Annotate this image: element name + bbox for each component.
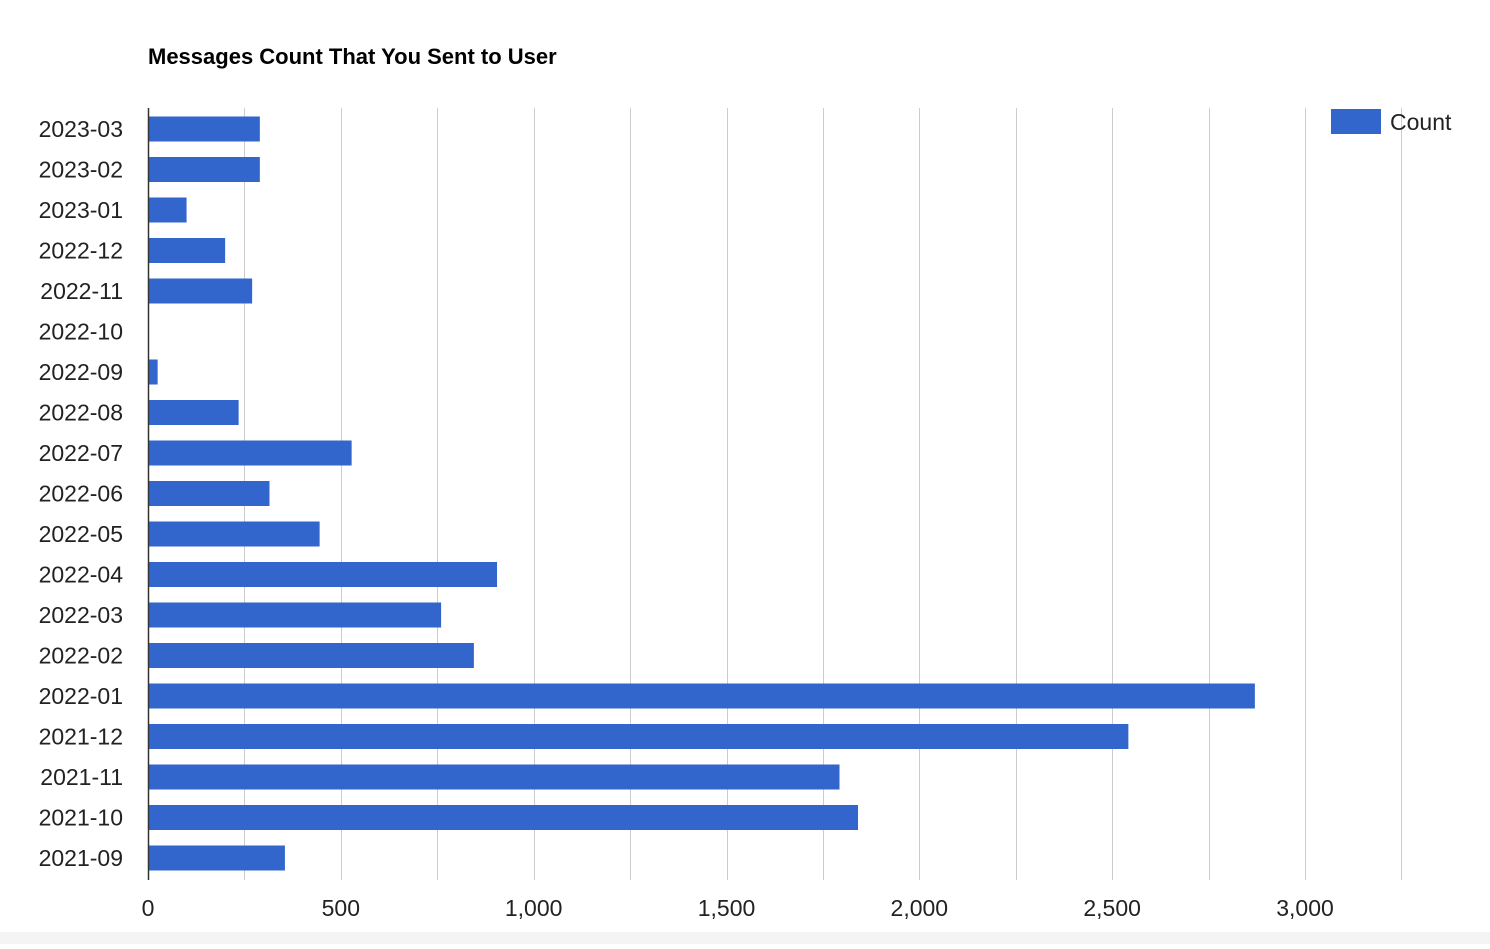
bar-2023-01[interactable] bbox=[148, 198, 187, 223]
category-label-2022-05: 2022-05 bbox=[39, 521, 123, 547]
x-tick-label: 2,000 bbox=[891, 895, 949, 921]
category-label-2021-10: 2021-10 bbox=[39, 805, 123, 831]
category-label-2023-02: 2023-02 bbox=[39, 157, 123, 183]
bar-2022-01[interactable] bbox=[148, 684, 1255, 709]
bar-2021-09[interactable] bbox=[148, 846, 285, 871]
bar-2022-03[interactable] bbox=[148, 603, 441, 628]
category-label-2022-01: 2022-01 bbox=[39, 683, 123, 709]
bar-2021-12[interactable] bbox=[148, 724, 1128, 749]
bar-2021-10[interactable] bbox=[148, 805, 858, 830]
category-label-2021-12: 2021-12 bbox=[39, 724, 123, 750]
bar-2022-05[interactable] bbox=[148, 522, 320, 547]
x-tick-label: 1,000 bbox=[505, 895, 563, 921]
category-label-2022-07: 2022-07 bbox=[39, 440, 123, 466]
category-label-2022-02: 2022-02 bbox=[39, 643, 123, 669]
x-tick-label: 0 bbox=[142, 895, 155, 921]
category-label-2022-03: 2022-03 bbox=[39, 602, 123, 628]
bar-2022-08[interactable] bbox=[148, 400, 239, 425]
bottom-band bbox=[0, 932, 1490, 944]
bar-2023-03[interactable] bbox=[148, 117, 260, 142]
bar-2022-12[interactable] bbox=[148, 238, 225, 263]
category-label-2022-09: 2022-09 bbox=[39, 359, 123, 385]
legend-swatch-count[interactable] bbox=[1331, 109, 1381, 134]
category-label-2022-11: 2022-11 bbox=[40, 278, 123, 304]
bar-2022-02[interactable] bbox=[148, 643, 474, 668]
category-label-2022-08: 2022-08 bbox=[39, 400, 123, 426]
legend-label-count[interactable]: Count bbox=[1390, 109, 1452, 135]
bar-2022-09[interactable] bbox=[148, 360, 158, 385]
x-tick-label: 1,500 bbox=[698, 895, 756, 921]
bar-2022-04[interactable] bbox=[148, 562, 497, 587]
x-tick-label: 500 bbox=[322, 895, 360, 921]
x-tick-label: 2,500 bbox=[1083, 895, 1141, 921]
legend[interactable]: Count bbox=[1331, 109, 1452, 135]
category-label-2022-04: 2022-04 bbox=[39, 562, 124, 588]
category-label-2022-12: 2022-12 bbox=[39, 238, 123, 264]
category-label-2022-10: 2022-10 bbox=[39, 319, 123, 345]
x-tick-label: 3,000 bbox=[1276, 895, 1334, 921]
category-label-2021-09: 2021-09 bbox=[39, 845, 123, 871]
chart-title: Messages Count That You Sent to User bbox=[148, 44, 557, 69]
bar-2023-02[interactable] bbox=[148, 157, 260, 182]
bar-2022-11[interactable] bbox=[148, 279, 252, 304]
category-label-2023-01: 2023-01 bbox=[39, 197, 123, 223]
category-label-2021-11: 2021-11 bbox=[40, 764, 123, 790]
bar-2022-07[interactable] bbox=[148, 441, 352, 466]
category-label-2023-03: 2023-03 bbox=[39, 116, 123, 142]
category-label-2022-06: 2022-06 bbox=[39, 481, 123, 507]
bar-2021-11[interactable] bbox=[148, 765, 840, 790]
bar-2022-06[interactable] bbox=[148, 481, 269, 506]
